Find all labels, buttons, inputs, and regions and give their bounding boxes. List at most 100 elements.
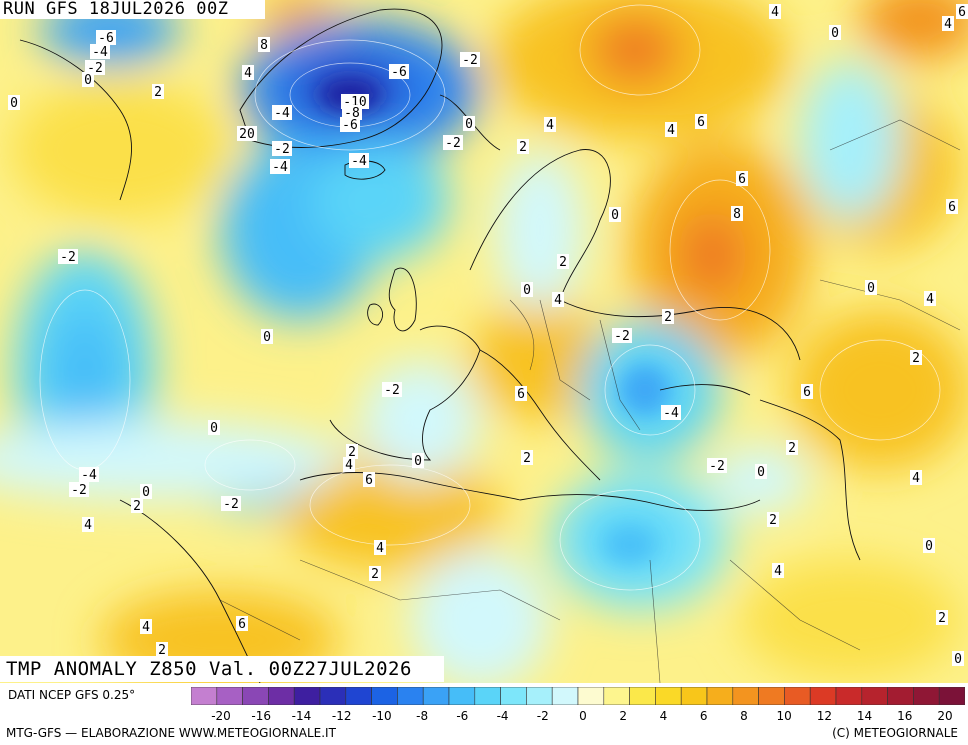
legend-swatch <box>629 687 656 705</box>
contour-label: 4 <box>769 4 781 20</box>
contour-label: -2 <box>443 135 463 151</box>
legend-tick-label: -8 <box>416 709 428 723</box>
contour-label-text: 0 <box>867 281 875 296</box>
contour-label: -4 <box>272 105 292 121</box>
contour-label: 4 <box>552 292 564 308</box>
contour-label: 6 <box>736 171 748 187</box>
contour-label-text: 0 <box>465 117 473 132</box>
contour-label-text: -2 <box>614 329 630 344</box>
contour-label: 0 <box>923 538 935 554</box>
legend-tick-label: 2 <box>619 709 627 723</box>
legend-tick-labels: -20 -16 -14 -12 -10 -8 -6 -4 -2 0 2 4 6 8 10 12 14 16 20 <box>211 709 952 723</box>
contour-label: 2 <box>557 254 569 270</box>
contour-label: -6 <box>340 117 360 133</box>
contour-label: 4 <box>242 65 254 81</box>
contour-label: 2 <box>369 566 381 582</box>
contour-label-text: 0 <box>263 330 271 345</box>
legend-swatch <box>551 687 579 705</box>
contour-label-text: 6 <box>738 172 746 187</box>
contour-label-text: 6 <box>697 115 705 130</box>
legend-swatch <box>835 687 863 705</box>
contour-label-text: 4 <box>926 292 934 307</box>
contour-label: 2 <box>910 350 922 366</box>
contour-label: -4 <box>661 405 681 421</box>
legend-tick-label: 0 <box>579 709 587 723</box>
contour-label: -4 <box>270 159 290 175</box>
legend-tick-label: -16 <box>251 709 271 723</box>
legend-tick-label: 10 <box>776 709 791 723</box>
contour-label-text: 2 <box>664 310 672 325</box>
contour-label-text: 0 <box>142 485 150 500</box>
legend-swatch <box>242 687 269 705</box>
contour-label-text: 4 <box>554 293 562 308</box>
contour-label-text: 4 <box>546 118 554 133</box>
contour-label: 2 <box>767 512 779 528</box>
contour-label-text: 0 <box>611 208 619 223</box>
contour-label: 0 <box>261 329 273 345</box>
legend-swatch <box>293 687 321 705</box>
legend-swatch <box>887 687 914 705</box>
contour-label-text: 0 <box>210 421 218 436</box>
contour-label-text: 2 <box>769 513 777 528</box>
contour-label-text: 4 <box>774 564 782 579</box>
contour-label-text: 2 <box>371 567 379 582</box>
contour-label-text: 2 <box>523 451 531 466</box>
contour-label: 4 <box>942 16 954 32</box>
contour-label-text: 6 <box>365 473 373 488</box>
contour-label-text: 4 <box>345 458 353 473</box>
legend-swatch <box>913 687 940 705</box>
contour-label-text: 6 <box>238 617 246 632</box>
contour-label: -4 <box>349 153 369 169</box>
legend-swatch <box>448 687 476 705</box>
borders <box>219 119 961 683</box>
contour-label: 4 <box>374 540 386 556</box>
contour-label: 0 <box>521 282 533 298</box>
legend-tick-label: -14 <box>292 709 312 723</box>
contour-label-text: -2 <box>445 136 461 151</box>
contour-label-text: 2 <box>559 255 567 270</box>
color-legend <box>191 687 965 705</box>
contour-label-text: -2 <box>60 250 76 265</box>
contour-label-text: -2 <box>462 53 478 68</box>
contour-label-text: 2 <box>912 351 920 366</box>
contour-label-text: 2 <box>133 499 141 514</box>
contour-label-text: 0 <box>954 652 962 667</box>
contour-label-text: 0 <box>523 283 531 298</box>
legend-swatch <box>216 687 243 705</box>
contour-label-text: -2 <box>71 483 87 498</box>
contour-label-text: 8 <box>260 38 268 53</box>
contour-label: 8 <box>258 37 270 53</box>
contour-label: -2 <box>382 382 402 398</box>
footer: DATI NCEP GFS 0.25° -20 -16 -14 -12 -10 -8 -6-… <box>0 683 968 745</box>
contour-label: 6 <box>695 114 707 130</box>
contour-label-text: -2 <box>274 142 290 157</box>
legend-tick-label: -12 <box>332 709 352 723</box>
contour-label-text: 2 <box>348 445 356 460</box>
legend-swatch <box>577 687 605 705</box>
legend-swatch <box>732 687 759 705</box>
contour-label: 0 <box>609 207 621 223</box>
legend-swatch <box>655 687 682 705</box>
contour-label-text: 0 <box>925 539 933 554</box>
legend-tick-label: -2 <box>537 709 549 723</box>
contour-label: 4 <box>924 291 936 307</box>
contour-label-text: 0 <box>757 465 765 480</box>
legend-swatch <box>680 687 708 705</box>
contour-label-text: 2 <box>154 85 162 100</box>
contour-label: -2 <box>221 496 241 512</box>
contour-label-text: 4 <box>244 66 252 81</box>
legend-tick-label: 16 <box>897 709 912 723</box>
contour-label: 2 <box>152 84 164 100</box>
contour-label-text: 6 <box>948 200 956 215</box>
legend-tick-label: -10 <box>372 709 392 723</box>
contour-label-text: 4 <box>912 471 920 486</box>
contour-label: 0 <box>82 72 94 88</box>
contour-label-text: 6 <box>803 385 811 400</box>
legend-swatch <box>397 687 424 705</box>
contour-label: -6 <box>389 64 409 80</box>
contour-label-text: 0 <box>10 96 18 111</box>
contour-label-text: 8 <box>733 207 741 222</box>
contour-label-text: 0 <box>84 73 92 88</box>
contour-label: 4 <box>665 122 677 138</box>
contour-label: 2 <box>662 309 674 325</box>
